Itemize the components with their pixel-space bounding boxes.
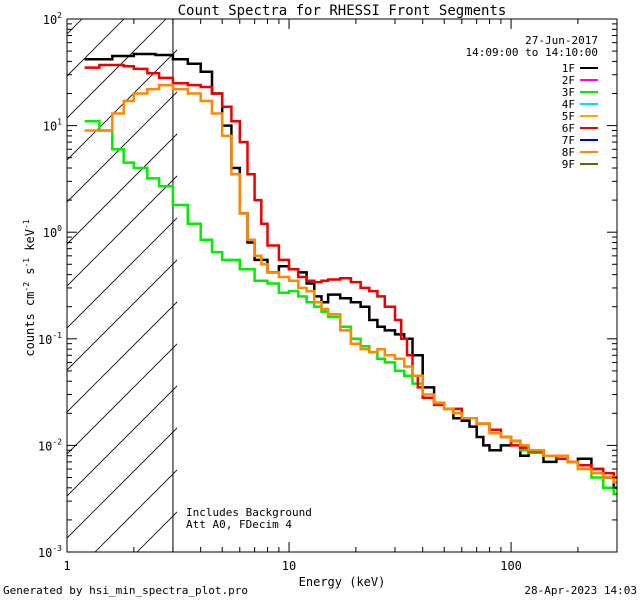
hatch-line [67, 259, 177, 371]
date-label: 27-Jun-2017 [525, 34, 598, 47]
y-axis-label: counts cm-2 s-1 keV-1 [22, 219, 37, 356]
hatch-line [67, 19, 167, 119]
legend-label-2F: 2F [562, 74, 575, 87]
hatch-line [67, 427, 177, 539]
series-line-8F [84, 83, 617, 484]
hatch-line [67, 19, 125, 77]
legend-label-1F: 1F [562, 62, 575, 75]
chart-title: Count Spectra for RHESSI Front Segments [178, 3, 507, 19]
legend-label-5F: 5F [562, 110, 575, 123]
x-axis-label: Energy (keV) [299, 575, 386, 589]
legend-label-6F: 6F [562, 122, 575, 135]
legend-label-3F: 3F [562, 86, 575, 99]
hatch-line [67, 133, 177, 245]
x-tick-label: 1 [63, 559, 70, 573]
annotation-background: Includes Background [186, 506, 312, 519]
series-line-3F [84, 119, 617, 496]
legend-label-4F: 4F [562, 98, 575, 111]
y-axis: 10-3 10-2 10-1 100 101 102 [38, 11, 617, 560]
hatch-line [67, 343, 177, 455]
y-tick-label: 102 [43, 11, 62, 27]
plot-frame [66, 18, 618, 553]
hatch-line [0, 19, 40, 552]
footer-timestamp: 28-Apr-2023 14:03 [524, 584, 637, 597]
y-tick-label: 100 [43, 224, 62, 240]
hatch-line [67, 91, 177, 203]
hatch-line [67, 49, 177, 161]
y-tick-label: 10-1 [38, 331, 62, 347]
hatch-line [67, 175, 177, 287]
legend-label-9F: 9F [562, 158, 575, 171]
hatch-line [67, 301, 177, 413]
series-line-1F [84, 52, 617, 490]
y-tick-label: 10-3 [38, 544, 62, 560]
time-range-label: 14:09:00 to 14:10:00 [466, 46, 598, 59]
y-tick-label: 101 [43, 118, 62, 134]
generated-by-label: Generated by hsi_min_spectra_plot.pro [3, 584, 248, 597]
annotation-attenuator: Att A0, FDecim 4 [186, 518, 292, 531]
x-tick-label: 10 [282, 559, 296, 573]
hatch-line [67, 385, 177, 497]
legend-label-7F: 7F [562, 134, 575, 147]
x-axis: 1 10 100 [63, 19, 618, 573]
hatch-line [67, 19, 83, 35]
y-tick-label: 10-2 [38, 437, 62, 453]
hatched-region [0, 19, 177, 552]
x-tick-label: 100 [500, 559, 522, 573]
series-line-6F [84, 63, 617, 479]
legend-label-8F: 8F [562, 146, 575, 159]
hatch-line [67, 217, 177, 329]
